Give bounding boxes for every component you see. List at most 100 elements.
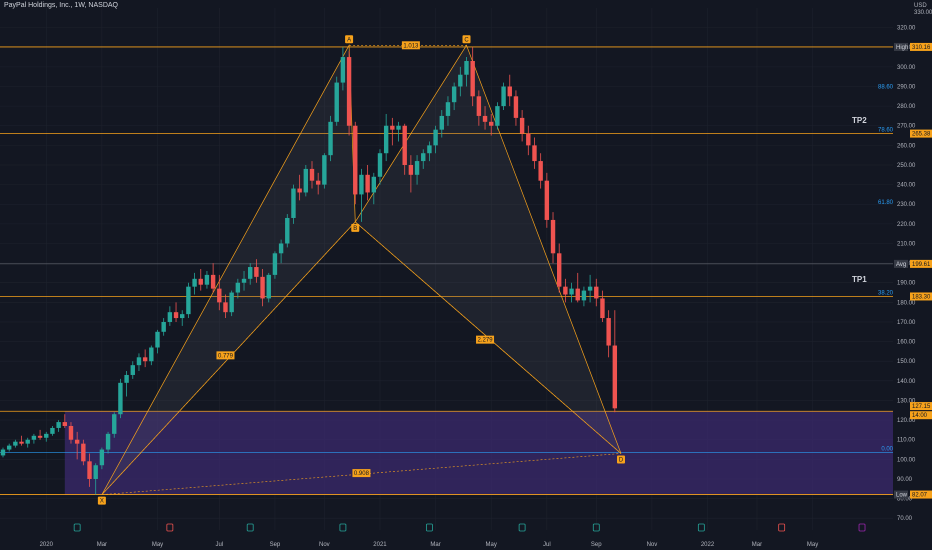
candle-body <box>291 188 296 218</box>
candle-body <box>0 449 6 456</box>
candle-body <box>575 288 580 301</box>
candle-body <box>260 276 265 299</box>
pattern-point-label: A <box>347 37 351 43</box>
y-tick-label: 70.00 <box>897 516 913 522</box>
candle-body <box>445 102 451 116</box>
currency-label: USD <box>914 3 927 9</box>
candle-body <box>229 292 234 313</box>
y-tick-label: 260.00 <box>897 143 916 149</box>
y-tick-label: 280.00 <box>897 104 916 110</box>
x-tick-label: 2022 <box>701 542 715 548</box>
chart-title: PayPal Holdings, Inc., 1W, NASDAQ <box>4 2 118 9</box>
y-tick-label: 330.00 <box>914 10 932 16</box>
event-icon <box>339 523 347 532</box>
event-icon <box>592 523 600 532</box>
candle-body <box>421 153 426 162</box>
candle-body <box>396 125 401 130</box>
candle-body <box>254 267 259 277</box>
candle-body <box>68 425 74 440</box>
x-tick-label: May <box>486 542 497 548</box>
candle-body <box>25 439 30 444</box>
y-tick-label: 130.00 <box>897 398 916 404</box>
candle-body <box>612 345 618 409</box>
candle-body <box>278 243 284 254</box>
candle-body <box>383 125 389 154</box>
pattern-ratio-label: 0.908 <box>354 471 370 477</box>
price-tag-label: 183.30 <box>912 294 931 300</box>
pattern-ratio-label: 0.779 <box>218 353 234 359</box>
candle-body <box>62 422 67 426</box>
event-icon <box>697 523 705 532</box>
candle-body <box>37 435 43 438</box>
candle-body <box>594 286 599 299</box>
candle-body <box>359 174 364 195</box>
candle-body <box>118 382 123 415</box>
candle-body <box>149 347 154 362</box>
candle-body <box>285 217 290 244</box>
candle-body <box>489 121 494 126</box>
y-tick-label: 220.00 <box>897 222 916 228</box>
candle-body <box>439 115 444 130</box>
candle-body <box>180 314 185 319</box>
candle-body <box>606 318 611 346</box>
level-tag-label: Avg <box>896 262 906 268</box>
level-tag-label: Low <box>896 493 908 499</box>
fib-level-label: 0.00 <box>881 446 893 452</box>
y-tick-label: 290.00 <box>897 84 916 90</box>
candle-body <box>451 86 457 103</box>
candle-body <box>414 161 420 175</box>
event-icon <box>246 523 254 532</box>
candle-body <box>248 267 253 279</box>
candle-body <box>217 288 222 303</box>
event-icon <box>426 523 433 532</box>
price-tag-label: 14:00 <box>912 413 928 419</box>
candle-body <box>192 278 197 287</box>
y-tick-label: 270.00 <box>897 124 916 130</box>
candle-body <box>513 96 519 118</box>
price-tag-label: 310.16 <box>912 45 931 51</box>
target-label: TP2 <box>852 116 867 125</box>
pattern-ratio-marker <box>476 335 495 344</box>
level-tag <box>894 259 908 268</box>
x-tick-label: Mar <box>752 542 762 548</box>
candle-body <box>272 253 278 275</box>
candle-body <box>210 274 216 289</box>
candle-body <box>74 439 80 444</box>
pattern-point-marker <box>97 496 106 505</box>
candle-body <box>346 57 352 126</box>
x-tick-label: Mar <box>430 542 440 548</box>
x-tick-label: Jul <box>215 542 223 548</box>
event-icon <box>518 523 526 532</box>
y-tick-label: 180.00 <box>897 300 916 306</box>
x-tick-label: 2021 <box>373 542 387 548</box>
event-icon <box>73 523 81 532</box>
price-tag-label: 199.61 <box>912 262 931 268</box>
y-tick-label: 210.00 <box>897 241 916 247</box>
price-tag <box>910 402 932 411</box>
x-tick-label: May <box>807 542 818 548</box>
candle-body <box>198 278 203 285</box>
candle-body <box>501 86 506 107</box>
candle-body <box>124 374 129 383</box>
candle-body <box>390 125 395 130</box>
y-tick-label: 100.00 <box>897 457 916 463</box>
candle-body <box>81 443 86 462</box>
candle-body <box>130 365 135 375</box>
candle-body <box>186 286 191 315</box>
y-tick-label: 240.00 <box>897 183 916 189</box>
pattern-point-marker <box>345 35 354 44</box>
candle-body <box>353 125 358 195</box>
pattern-ratio-label: 1.013 <box>403 43 419 49</box>
x-tick-label: Nov <box>647 542 658 548</box>
y-tick-label: 250.00 <box>897 163 916 169</box>
price-tag <box>910 490 932 499</box>
pattern-ratio-label: 2.279 <box>478 338 494 344</box>
price-tag <box>910 411 932 420</box>
candle-body <box>19 441 24 444</box>
candle-body <box>470 60 475 97</box>
candle-body <box>315 180 321 185</box>
candle-body <box>328 121 333 156</box>
candle-body <box>266 274 271 299</box>
candle-body <box>204 274 210 285</box>
